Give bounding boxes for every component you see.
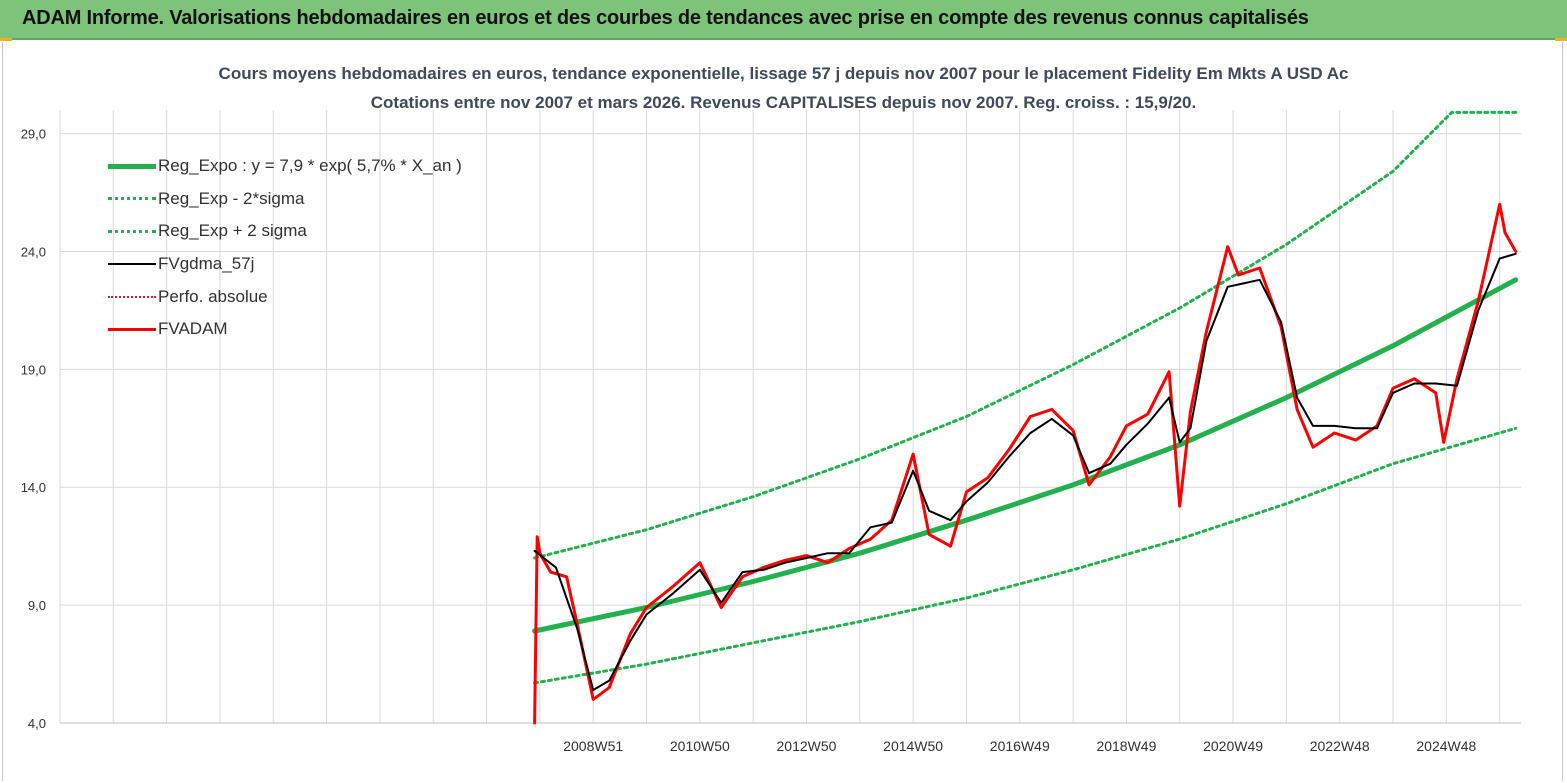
legend-label: Reg_Exp + 2 sigma [158, 221, 307, 241]
legend-item: Reg_Exp + 2 sigma [108, 215, 462, 248]
legend-swatch [108, 295, 156, 298]
corner-mark-left [0, 38, 12, 41]
report-banner: ADAM Informe. Valorisations hebdomadaire… [0, 0, 1567, 40]
legend-label: FVADAM [158, 319, 228, 339]
legend-swatch [108, 229, 156, 233]
y-tick-label: 19,0 [21, 362, 46, 377]
x-tick-label: 2022W48 [1310, 738, 1370, 754]
chart-legend: Reg_Expo : y = 7,9 * exp( 5,7% * X_an ) R… [108, 150, 462, 346]
series-line-dotted-red [533, 203, 1517, 724]
y-tick-label: 24,0 [21, 244, 46, 259]
legend-swatch [108, 263, 156, 266]
legend-swatch [108, 197, 156, 201]
legend-item: FVADAM [108, 313, 462, 346]
axis-layer: 4,0 9,0 14,0 19,0 24,0 29,0 2008W51 2010W50 2012… [21, 127, 1521, 754]
x-tick-label: 2024W48 [1416, 738, 1476, 754]
corner-mark-right [1555, 38, 1567, 41]
legend-label: Reg_Expo : y = 7,9 * exp( 5,7% * X_an ) [158, 156, 462, 176]
legend-label: FVgdma_57j [158, 254, 255, 274]
series-line-solid-red [533, 202, 1518, 725]
legend-swatch [108, 327, 156, 331]
legend-item: Perfo. absolue [108, 280, 462, 313]
series-layer [532, 110, 1519, 725]
report-title: ADAM Informe. Valorisations hebdomadaire… [22, 7, 1309, 29]
legend-item: Reg_Exp - 2*sigma [108, 183, 462, 216]
x-tick-label: 2012W50 [777, 738, 837, 754]
legend-item: Reg_Expo : y = 7,9 * exp( 5,7% * X_an ) [108, 150, 462, 183]
x-tick-label: 2008W51 [563, 738, 623, 754]
x-tick-label: 2016W49 [990, 738, 1050, 754]
series-line-dotted [533, 110, 1518, 560]
series-line-solid [533, 252, 1517, 691]
chart-title-line2: Cotations entre nov 2007 et mars 2026. R… [370, 93, 1197, 112]
x-tick-label: 2020W49 [1203, 738, 1263, 754]
y-tick-label: 29,0 [21, 127, 46, 142]
y-tick-label: 9,0 [28, 598, 46, 613]
chart-title-line1: Cours moyens hebdomadaires en euros, ten… [218, 64, 1349, 83]
chart-frame [2, 40, 1563, 781]
legend-label: Perfo. absolue [158, 286, 268, 306]
x-tick-label: 2014W50 [883, 738, 943, 754]
y-tick-label: 14,0 [21, 480, 46, 495]
series-line-solid-thick [532, 277, 1519, 634]
x-tick-label: 2018W49 [1096, 738, 1156, 754]
legend-label: Reg_Exp - 2*sigma [158, 188, 305, 208]
legend-swatch [108, 163, 156, 169]
x-tick-label: 2010W50 [670, 738, 730, 754]
series-line-dotted [533, 426, 1518, 685]
legend-item: FVgdma_57j [108, 248, 462, 281]
y-tick-label: 4,0 [28, 716, 46, 731]
